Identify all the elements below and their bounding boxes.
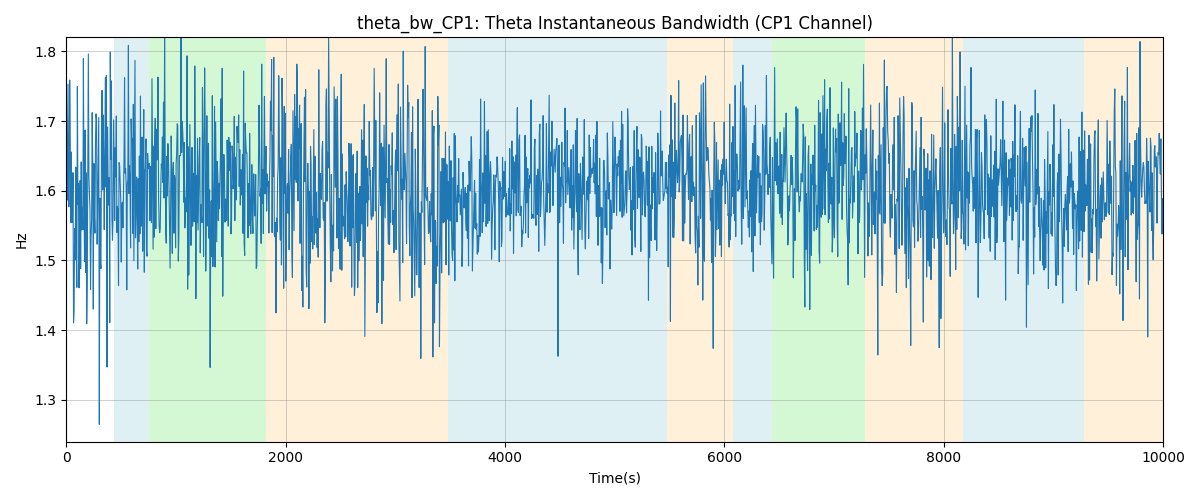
Bar bbox=[667, 38, 733, 442]
Bar bbox=[149, 38, 266, 442]
Bar bbox=[1084, 38, 1163, 442]
Title: theta_bw_CP1: Theta Instantaneous Bandwidth (CP1 Channel): theta_bw_CP1: Theta Instantaneous Bandwi… bbox=[356, 15, 872, 34]
Bar bbox=[114, 38, 149, 442]
Bar bbox=[448, 38, 667, 442]
Bar bbox=[266, 38, 448, 442]
Bar bbox=[964, 38, 1084, 442]
Y-axis label: Hz: Hz bbox=[16, 230, 29, 248]
Bar bbox=[733, 38, 772, 442]
Bar bbox=[772, 38, 865, 442]
Bar bbox=[865, 38, 964, 442]
X-axis label: Time(s): Time(s) bbox=[589, 471, 641, 485]
